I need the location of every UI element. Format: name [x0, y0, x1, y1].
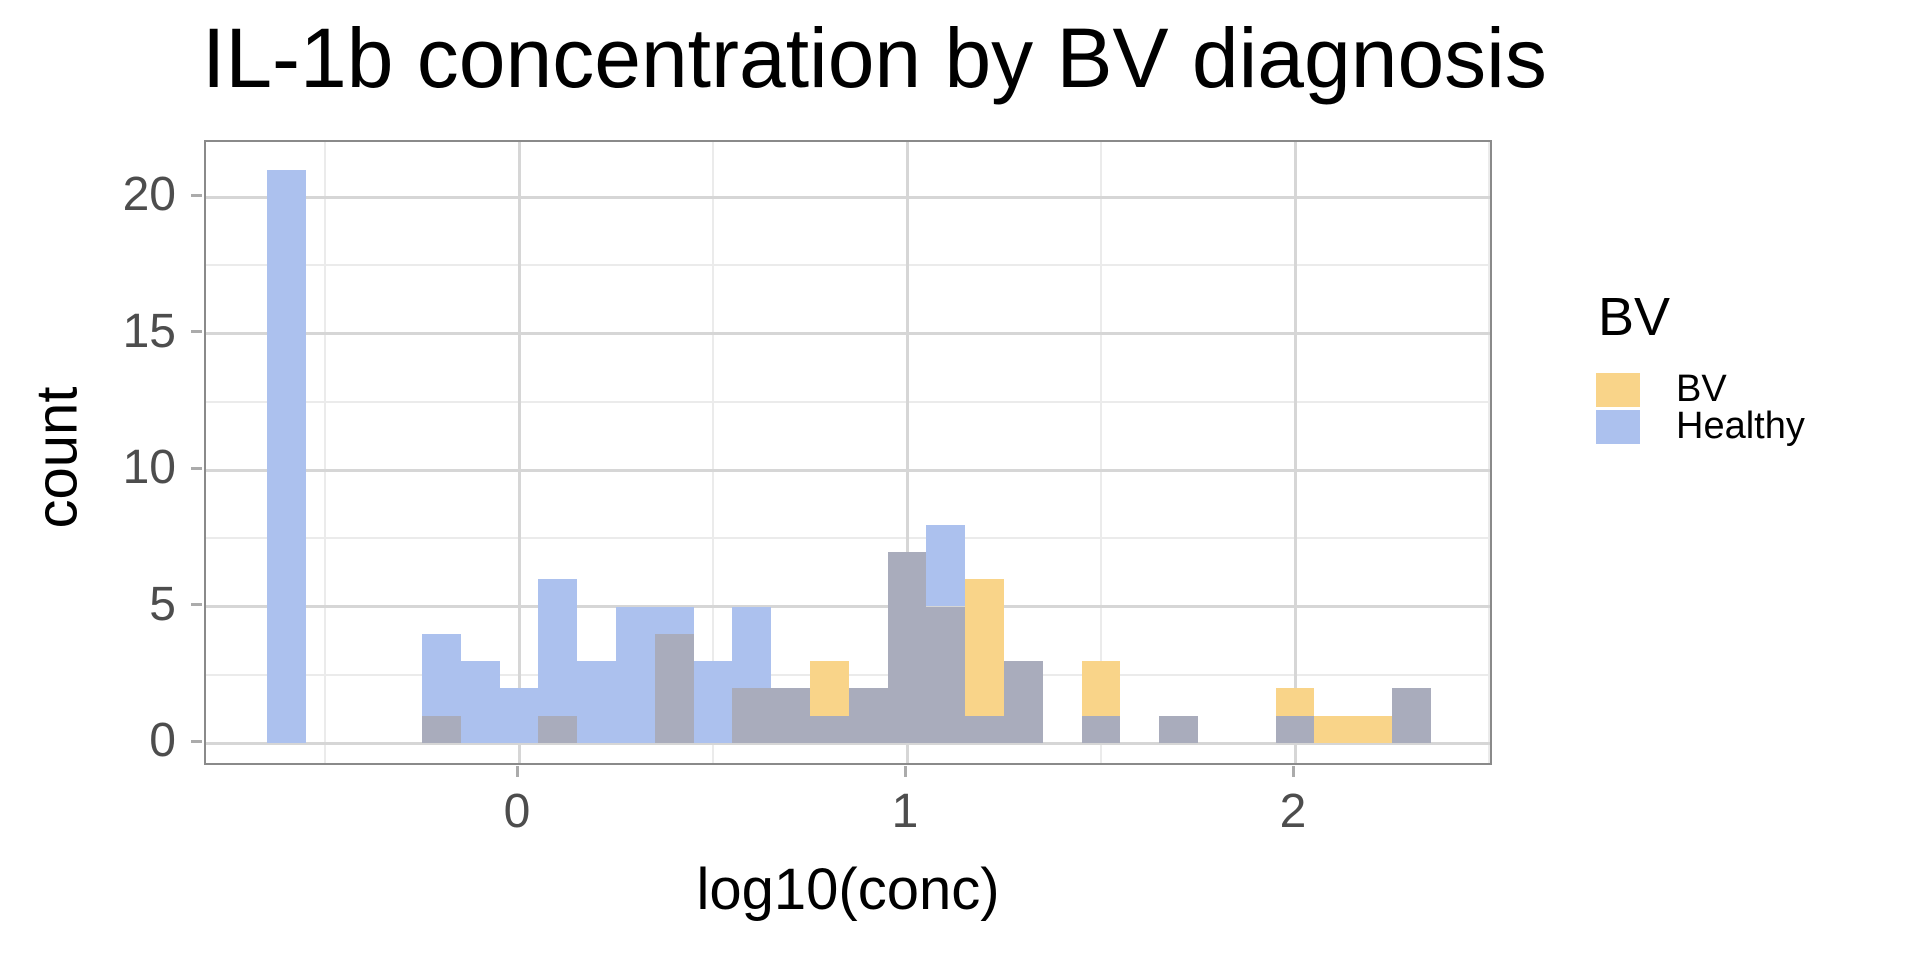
y-tick-mark: [191, 330, 202, 333]
gridline-minor-x: [324, 142, 326, 763]
gridline-major-x: [905, 142, 909, 763]
gridline-major-x: [517, 142, 521, 763]
legend-entry-label: Healthy: [1676, 405, 1805, 448]
bar-overlap: [538, 715, 578, 743]
x-tick-label: 2: [1279, 785, 1307, 838]
bar-overlap: [1275, 715, 1315, 743]
bar-overlap: [654, 633, 694, 743]
bar-overlap: [1081, 715, 1121, 743]
bar-healthy: [499, 688, 539, 743]
y-tick-label: 20: [122, 168, 176, 221]
y-tick-label: 5: [149, 577, 176, 631]
bar-healthy: [577, 661, 616, 743]
bar-healthy: [422, 633, 461, 716]
x-tick-label: 0: [503, 785, 531, 838]
legend-entry: BV: [1596, 368, 1805, 411]
legend-key-swatch: [1596, 409, 1640, 444]
gridline-minor-y: [206, 537, 1490, 540]
bar-healthy: [266, 169, 306, 743]
bar-overlap: [422, 715, 461, 743]
y-axis-title: count: [24, 386, 90, 529]
bar-overlap: [887, 551, 927, 743]
legend-title: BV: [1598, 287, 1671, 347]
gridline-minor-x: [712, 142, 714, 763]
gridline-minor-y: [206, 264, 1490, 267]
bar-overlap: [732, 688, 772, 743]
gridline-minor-x: [1488, 142, 1490, 763]
bar-healthy: [926, 524, 966, 607]
bar-overlap: [965, 715, 1004, 743]
gridline-major-y: [206, 605, 1490, 608]
plot-panel: [204, 140, 1492, 765]
gridline-major-y: [206, 332, 1490, 335]
bar-overlap: [1004, 661, 1043, 743]
bar-overlap: [1392, 688, 1431, 743]
legend-key-swatch: [1596, 372, 1640, 407]
bar-overlap: [848, 688, 888, 743]
bar-healthy: [460, 661, 500, 743]
y-tick-label: 0: [149, 714, 176, 767]
x-tick-mark: [515, 766, 519, 777]
x-tick-label: 1: [891, 785, 919, 838]
bar-bv: [1314, 715, 1354, 743]
bar-bv: [965, 579, 1004, 716]
x-tick-mark: [903, 766, 907, 777]
bar-bv: [1353, 715, 1392, 743]
gridline-major-y: [206, 741, 1490, 745]
y-tick-mark: [191, 193, 202, 197]
chart-title: IL-1b concentration by BV diagnosis: [202, 11, 1547, 105]
y-tick-label: 10: [122, 441, 176, 494]
y-tick-label: 15: [122, 304, 176, 358]
legend-entry: Healthy: [1596, 405, 1805, 448]
gridline-minor-y: [206, 400, 1490, 403]
gridline-major-y: [206, 195, 1490, 199]
bar-healthy: [693, 661, 733, 743]
legend: BV BV Healthy: [1596, 287, 1805, 448]
bar-overlap: [926, 606, 966, 743]
y-tick-mark: [191, 603, 202, 606]
legend-entries: BV Healthy: [1596, 368, 1805, 448]
bar-bv: [1081, 661, 1121, 716]
y-tick-mark: [191, 466, 202, 470]
x-axis-title: log10(conc): [696, 857, 1000, 922]
bar-healthy: [654, 606, 694, 634]
bar-healthy: [616, 606, 655, 743]
y-tick-mark: [191, 739, 202, 743]
bar-bv: [810, 661, 849, 716]
bar-bv: [1275, 688, 1315, 716]
gridline-major-y: [206, 468, 1490, 472]
bar-healthy: [732, 606, 772, 689]
gridline-minor-x: [1100, 142, 1102, 763]
bar-overlap: [1159, 715, 1198, 743]
bar-healthy: [538, 579, 578, 716]
gridline-major-x: [1293, 142, 1297, 763]
legend-entry-label: BV: [1676, 368, 1727, 411]
x-tick-mark: [1291, 766, 1295, 777]
bar-overlap: [810, 715, 849, 743]
bar-overlap: [771, 688, 810, 743]
